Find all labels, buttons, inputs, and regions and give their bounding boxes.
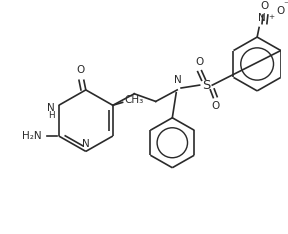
Text: O: O: [276, 6, 285, 16]
Text: N: N: [47, 103, 55, 113]
Text: O: O: [196, 57, 204, 67]
Text: N: N: [258, 13, 266, 23]
Text: N: N: [82, 139, 90, 149]
Text: O: O: [211, 102, 219, 111]
Text: O: O: [261, 1, 269, 11]
Text: H₂N: H₂N: [22, 131, 41, 141]
Text: ⁻: ⁻: [284, 0, 288, 10]
Text: CH₃: CH₃: [124, 95, 144, 106]
Text: N: N: [174, 75, 182, 85]
Text: +: +: [268, 14, 274, 20]
Text: S: S: [202, 79, 211, 92]
Text: H: H: [48, 111, 54, 120]
Text: O: O: [77, 65, 85, 75]
